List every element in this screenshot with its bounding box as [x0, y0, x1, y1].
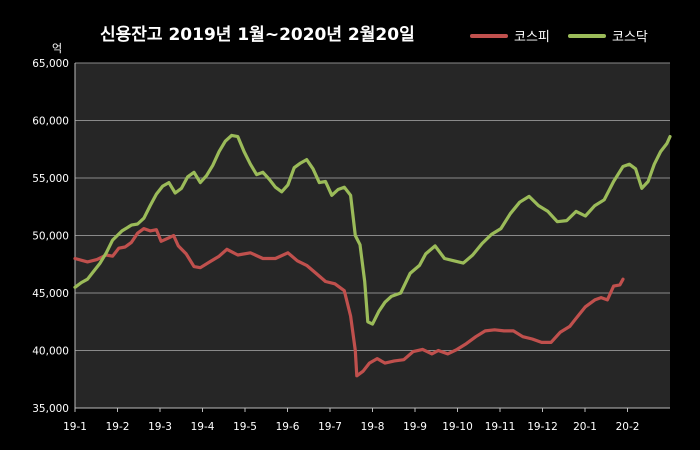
legend-label-kosdaq: 코스닥	[612, 30, 648, 45]
x-tick-label: 19-7	[318, 421, 342, 433]
x-tick-label: 19-9	[403, 421, 427, 433]
x-tick-label: 19-1	[63, 421, 87, 433]
y-tick-label: 55,000	[32, 173, 69, 185]
y-tick-label: 50,000	[32, 231, 69, 243]
y-tick-label: 65,000	[32, 58, 69, 70]
x-tick-label: 20-2	[616, 421, 640, 433]
series-line-kospi	[73, 227, 625, 378]
y-tick-label: 40,000	[32, 346, 69, 358]
x-tick-label: 19-3	[148, 421, 172, 433]
x-tick-label: 19-6	[276, 421, 300, 433]
x-tick-label: 19-12	[527, 421, 558, 433]
series-line-kosdaq	[73, 133, 672, 326]
x-tick-label: 19-10	[442, 421, 473, 433]
chart-title: 신용잔고 2019년 1월~2020년 2월20일	[100, 25, 415, 45]
x-tick-label: 20-1	[573, 421, 597, 433]
legend-item-kosdaq: 코스닥	[568, 26, 648, 45]
y-tick-label: 45,000	[32, 288, 69, 300]
x-tick-label: 19-5	[233, 421, 257, 433]
legend-swatch-kosdaq	[568, 33, 606, 38]
x-tick-label: 19-2	[106, 421, 130, 433]
x-tick-label: 19-4	[191, 421, 215, 433]
y-tick-label: 60,000	[32, 116, 69, 128]
legend-item-kospi: 코스피	[470, 26, 550, 45]
legend-label-kospi: 코스피	[514, 30, 550, 45]
y-axis-unit: 억	[52, 42, 63, 55]
x-tick-label: 19-8	[361, 421, 385, 433]
legend-swatch-kospi	[470, 33, 508, 38]
y-tick-label: 35,000	[32, 403, 69, 415]
x-tick-label: 19-11	[485, 421, 516, 433]
